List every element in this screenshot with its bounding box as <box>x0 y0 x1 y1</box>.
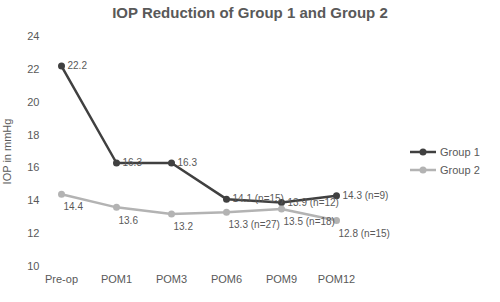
svg-text:14.3 (n=9): 14.3 (n=9) <box>343 190 389 201</box>
svg-text:24: 24 <box>27 30 39 42</box>
html-text:Group 2: Group 2 <box>440 164 480 176</box>
svg-text:14.4: 14.4 <box>64 201 84 212</box>
html-text:IOP Reduction of Group 1 and G: IOP Reduction of Group 1 and Group 2 <box>112 4 388 21</box>
svg-text:16.3: 16.3 <box>123 157 143 168</box>
svg-text:POM9: POM9 <box>266 273 297 285</box>
html-text:Group 1: Group 1 <box>440 146 480 158</box>
svg-text:POM6: POM6 <box>211 273 242 285</box>
svg-text:14.1 (n=15): 14.1 (n=15) <box>233 193 284 204</box>
svg-text:13.2: 13.2 <box>174 221 194 232</box>
svg-text:18: 18 <box>27 129 39 141</box>
svg-text:13.6: 13.6 <box>119 215 139 226</box>
svg-text:22: 22 <box>27 63 39 75</box>
svg-text:POM3: POM3 <box>156 273 187 285</box>
svg-text:POM12: POM12 <box>318 273 355 285</box>
svg-text:10: 10 <box>27 260 39 272</box>
svg-text:14: 14 <box>27 194 39 206</box>
svg-text:13.9 (n=12): 13.9 (n=12) <box>288 197 339 208</box>
svg-text:12: 12 <box>27 227 39 239</box>
svg-text:20: 20 <box>27 96 39 108</box>
svg-text:22.2: 22.2 <box>68 60 88 71</box>
svg-text:POM1: POM1 <box>101 273 132 285</box>
svg-text:13.3 (n=27): 13.3 (n=27) <box>229 219 280 230</box>
svg-text:Pre-op: Pre-op <box>45 273 78 285</box>
svg-text:12.8 (n=15): 12.8 (n=15) <box>339 228 390 239</box>
svg-text:16.3: 16.3 <box>178 157 198 168</box>
svg-text:16: 16 <box>27 161 39 173</box>
svg-text:13.5 (n=18): 13.5 (n=18) <box>284 216 335 227</box>
svg-text:IOP in mmHg: IOP in mmHg <box>1 119 13 185</box>
